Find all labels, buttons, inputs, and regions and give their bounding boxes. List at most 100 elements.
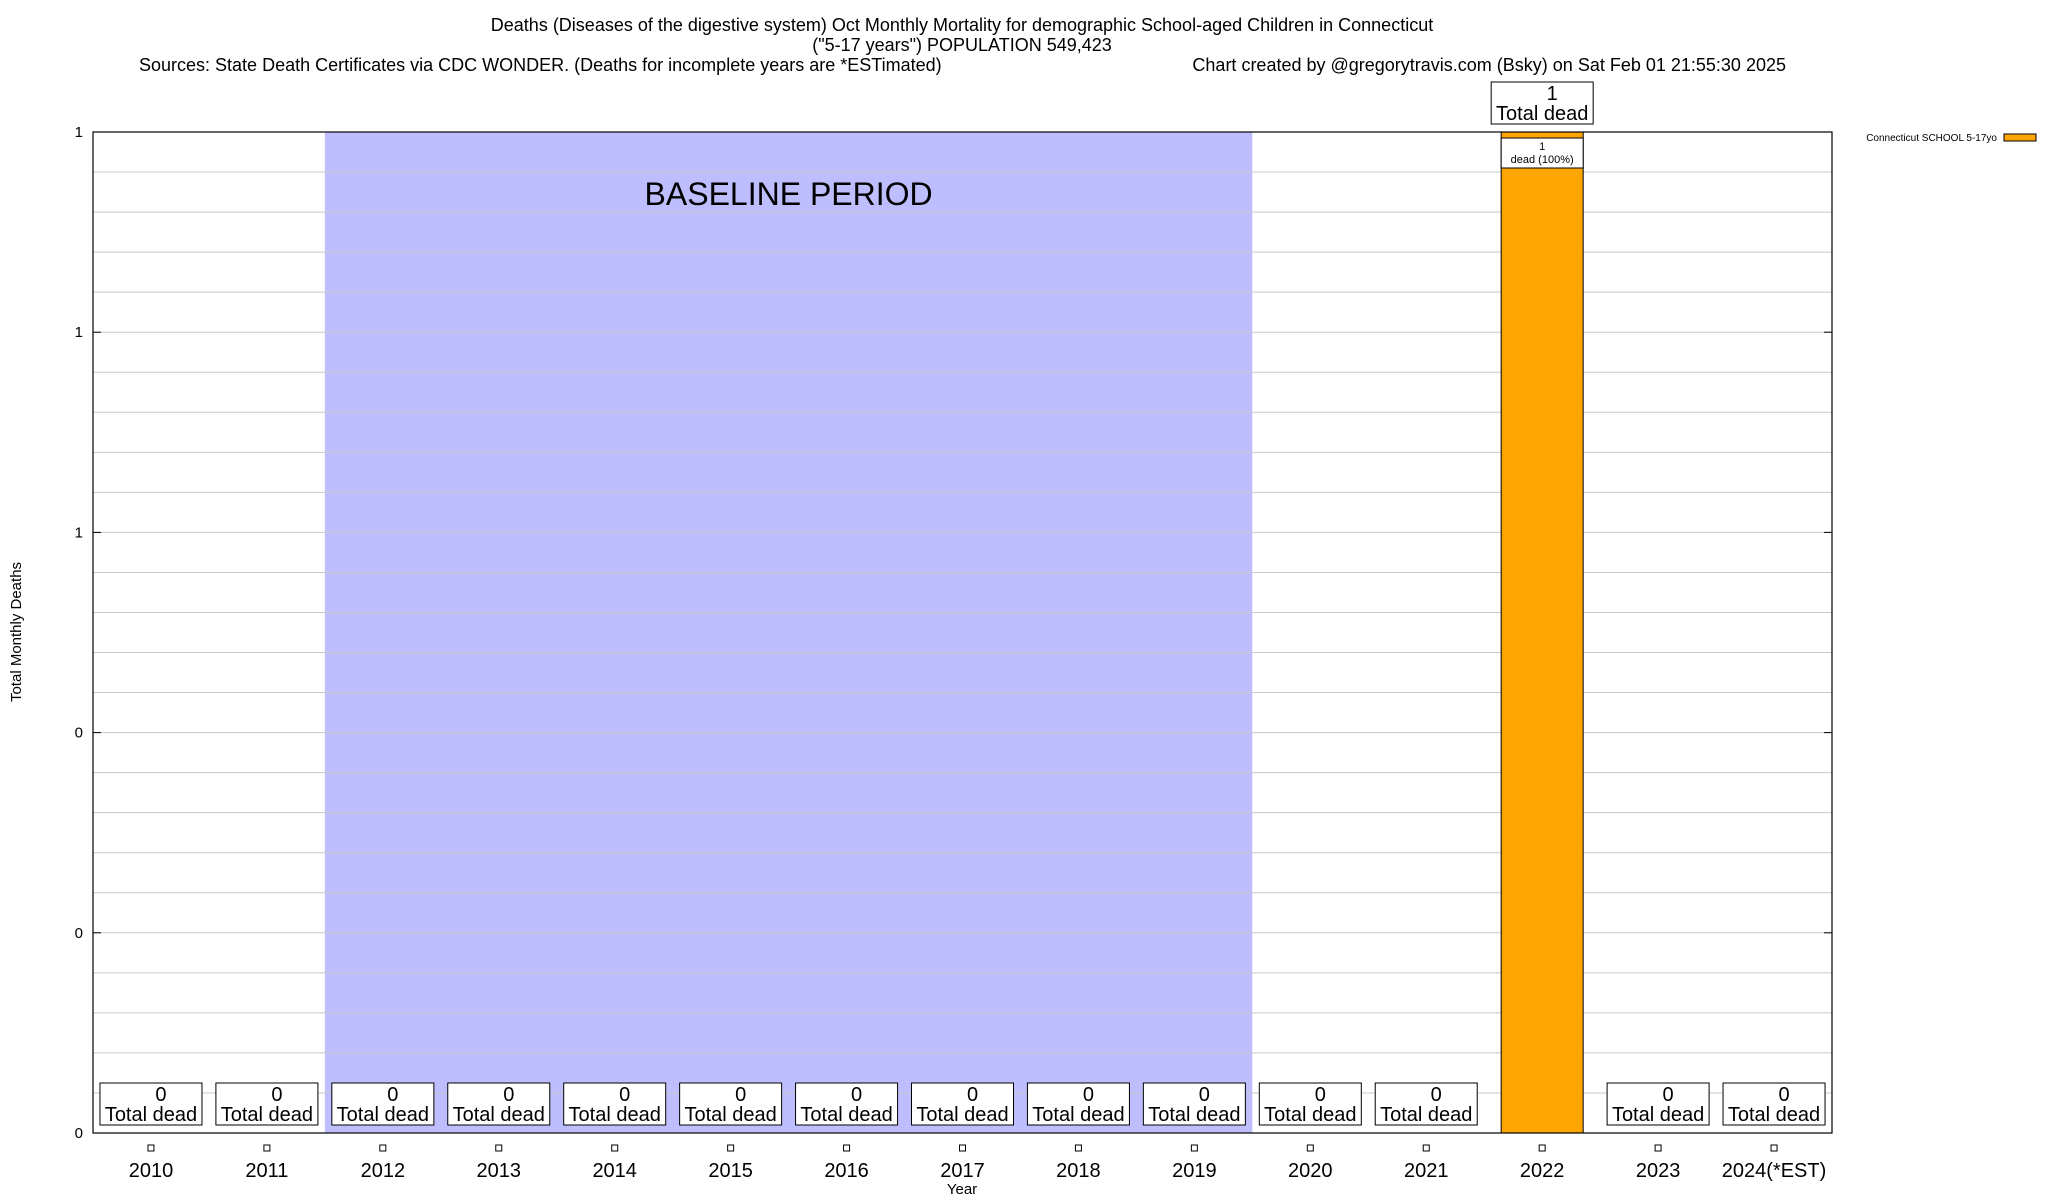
y-axis-label: Total Monthly Deaths [8,562,25,702]
y-tick-label: 0 [75,925,83,942]
x-tick-marker [495,1144,503,1152]
total-dead-label: Total dead [1148,1104,1240,1126]
total-count-label: 0 [503,1084,514,1106]
x-tick-marker [843,1144,851,1152]
x-tick-marker [263,1144,271,1152]
total-label-box [1490,81,1594,125]
x-tick-marker [1654,1144,1662,1152]
chart-title: Deaths (Diseases of the digestive system… [491,15,1433,35]
total-dead-label: Total dead [1728,1104,1820,1126]
total-label-box [911,1082,1014,1126]
total-count-label: 0 [851,1084,862,1106]
y-tick-label: 1 [75,124,83,141]
x-tick-label: 2011 [245,1160,288,1182]
x-tick-marker [1422,1144,1430,1152]
x-tick-marker [959,1144,966,1152]
plot-frame [92,131,1833,1134]
x-tick-label: 2024(*EST) [1722,1160,1827,1182]
total-dead-label: Total dead [800,1104,892,1126]
total-label-box [679,1082,783,1126]
x-tick-marker [727,1144,735,1152]
x-tick-marker [1190,1144,1198,1152]
total-dead-label: Total dead [453,1104,545,1126]
total-dead-label: Total dead [105,1104,197,1126]
chart-source: Sources: State Death Certificates via CD… [139,55,942,75]
x-tick-label: 2023 [1636,1160,1681,1182]
total-count-label: 0 [1083,1084,1094,1106]
x-tick-label: 2015 [708,1160,753,1182]
total-dead-label: Total dead [337,1104,429,1126]
chart-subtitle: ("5-17 years") POPULATION 549,423 [812,35,1112,55]
total-label-box [1374,1082,1478,1126]
total-label-box [1026,1082,1130,1126]
legend-swatch [2003,133,2037,142]
axis-ticks: 0 0 0 1 1 1 2010 2011 2012 2013 2014 2015 2016 2017 20… [75,124,1832,1182]
total-label-box [563,1082,667,1126]
y-tick-label: 0 [75,725,83,742]
total-count-label: 0 [387,1084,398,1106]
total-count-label: 0 [155,1084,166,1106]
x-tick-label: 2013 [477,1160,522,1182]
total-label-box [215,1082,319,1126]
baseline-period-band [324,132,1253,1133]
x-tick-label: 2016 [824,1160,869,1182]
total-dead-label: Total dead [684,1104,776,1126]
total-label-box [331,1082,435,1126]
total-count-label: 0 [1663,1084,1674,1106]
x-tick-marker [1074,1144,1082,1152]
total-label-box [99,1082,203,1126]
x-tick-label: 2017 [940,1160,985,1182]
segment-count-label: 1 [1539,141,1545,153]
y-tick-label: 1 [75,524,83,541]
x-tick-marker [1306,1144,1314,1152]
total-dead-label: Total dead [916,1104,1008,1126]
baseline-band [324,132,1253,1133]
legend: Connecticut SCHOOL 5-17yo [1866,133,2037,144]
x-tick-marker [1770,1144,1778,1152]
total-count-label: 0 [735,1084,746,1106]
total-label-box [1258,1082,1362,1126]
chart-credit: Chart created by @gregorytravis.com (Bsk… [1192,55,1786,75]
segment-label-box [1500,137,1584,169]
x-tick-label: 2012 [361,1160,406,1182]
y-tick-label: 0 [75,1125,83,1142]
segment-text-label: dead (100%) [1511,154,1574,166]
bars [1500,131,1584,1134]
total-count-label: 0 [1315,1084,1326,1106]
total-count-label: 0 [271,1084,282,1106]
x-tick-label: 2018 [1056,1160,1101,1182]
total-label-box [1142,1082,1246,1126]
total-dead-label: Total dead [1264,1104,1356,1126]
total-count-label: 0 [619,1084,630,1106]
x-tick-label: 2022 [1520,1160,1565,1182]
x-tick-marker [147,1144,155,1152]
x-tick-label: 2020 [1288,1160,1333,1182]
total-dead-label: Total dead [1496,103,1588,125]
total-count-label: 0 [1431,1084,1442,1106]
x-tick-label: 2014 [592,1160,637,1182]
total-dead-label: Total dead [1380,1104,1472,1126]
total-dead-label: Total dead [1612,1104,1704,1126]
total-count-label: 1 [1547,83,1558,105]
y-tick-label: 1 [75,324,83,341]
x-tick-label: 2019 [1172,1160,1217,1182]
x-tick-label: 2021 [1404,1160,1449,1182]
x-tick-label: 2010 [129,1160,174,1182]
total-label-box [1722,1082,1826,1126]
total-label-box [795,1082,899,1126]
total-label-box [447,1082,551,1126]
total-count-label: 0 [967,1084,978,1106]
total-dead-label: Total dead [221,1104,313,1126]
total-dead-label: Total dead [1032,1104,1124,1126]
bar [1500,131,1584,1134]
total-dead-label: Total dead [569,1104,661,1126]
x-tick-marker [611,1144,619,1152]
legend-label: Connecticut SCHOOL 5-17yo [1866,133,1997,144]
total-label-box [1606,1082,1710,1126]
total-count-label: 0 [1199,1084,1210,1106]
total-count-label: 0 [1778,1084,1789,1106]
x-tick-marker [379,1144,387,1152]
x-tick-marker [1538,1144,1546,1152]
